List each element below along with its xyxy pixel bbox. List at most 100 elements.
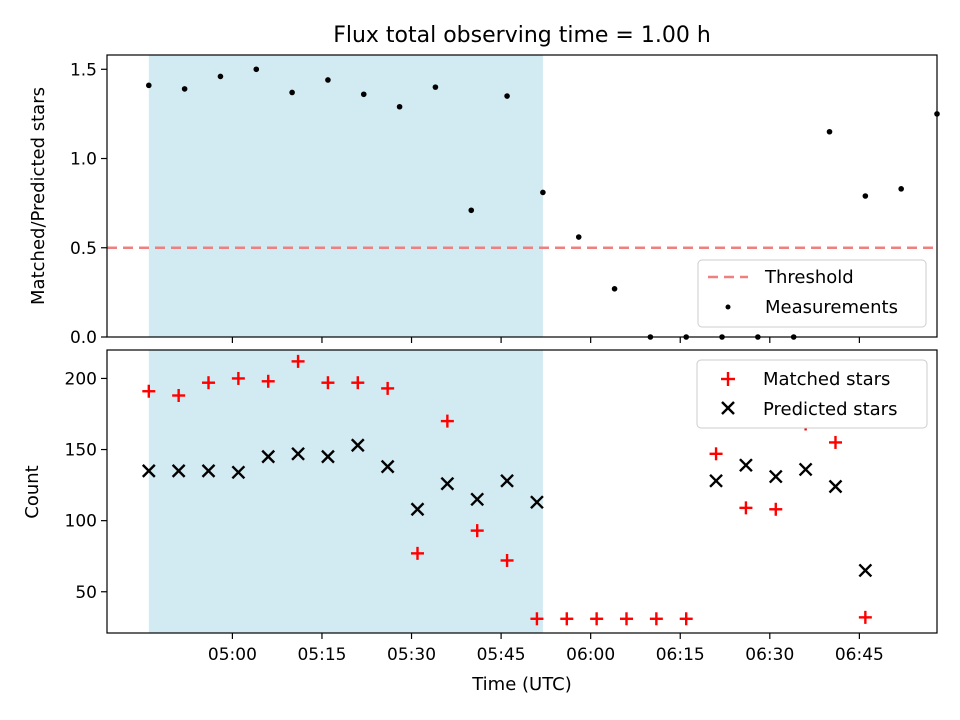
- matched-stars-point: [440, 414, 454, 428]
- predicted-stars-point: [231, 465, 246, 480]
- predicted-stars-point: [798, 462, 813, 477]
- predicted-stars-point: [440, 476, 455, 491]
- matched-stars-point: [142, 384, 156, 398]
- predicted-stars-point: [171, 464, 186, 478]
- top-legend-box: [697, 259, 927, 328]
- predicted-stars-point: [500, 473, 514, 488]
- predicted-stars-point: [530, 495, 544, 510]
- predicted-stars-point: [350, 438, 365, 453]
- top-y-axis: 0.0 0.5 1.0 1.5: [70, 60, 107, 348]
- measurement-point: [325, 77, 331, 83]
- legend-matched-label: Matched stars: [763, 369, 890, 390]
- bottom-shaded-interval: [148, 350, 543, 633]
- matched-stars-point: [679, 612, 693, 626]
- matched-stars-point: [351, 376, 365, 390]
- measurement-point: [540, 189, 546, 196]
- measurement-point: [898, 186, 904, 192]
- top-y-axis-label: Matched/Predicted stars: [28, 87, 49, 305]
- legend-predicted-label: Predicted stars: [763, 399, 897, 420]
- matched-stars-point: [828, 435, 842, 449]
- measurement-points: [145, 66, 940, 340]
- bottom-y-tick-label: 100: [65, 512, 97, 532]
- top-y-tick-label: 0.0: [70, 328, 97, 348]
- x-tick-label: 06:30: [745, 645, 794, 665]
- matched-stars-point: [739, 501, 753, 515]
- measurement-point: [468, 207, 475, 214]
- bottom-legend-box: [696, 359, 928, 429]
- bottom-legend: Matched stars Predicted stars: [696, 359, 928, 429]
- measurement-point: [862, 193, 869, 199]
- measurement-point: [504, 93, 510, 99]
- matched-stars-point: [291, 354, 305, 368]
- x-tick-label: 06:15: [656, 645, 705, 665]
- legend-measurement-swatch: [725, 304, 731, 310]
- bottom-y-tick-label: 50: [75, 583, 97, 603]
- matched-stars-point: [202, 376, 216, 390]
- matched-stars-point: [560, 612, 574, 626]
- legend-predicted-swatch: [721, 401, 735, 415]
- predicted-stars-point: [261, 449, 276, 464]
- top-axes-frame: [106, 54, 938, 338]
- measurement-point: [289, 89, 295, 96]
- matched-stars-point: [261, 374, 275, 388]
- measurement-point: [611, 286, 618, 292]
- legend-threshold-label: Threshold: [764, 267, 854, 288]
- matched-stars-point: [590, 612, 604, 626]
- x-axis-label: Time (UTC): [471, 674, 572, 695]
- x-tick-label: 06:45: [835, 645, 884, 665]
- matched-stars-point: [649, 612, 663, 626]
- predicted-stars-point: [321, 449, 335, 464]
- top-y-tick-label: 1.5: [70, 60, 97, 80]
- measurement-point: [145, 82, 152, 89]
- matched-stars-point: [500, 553, 514, 567]
- measurement-point: [575, 234, 582, 240]
- bottom-y-tick-label: 200: [65, 369, 97, 389]
- predicted-stars-point: [739, 458, 753, 473]
- bottom-y-axis-label: Count: [22, 465, 43, 518]
- top-y-tick-label: 0.5: [70, 239, 97, 259]
- predicted-stars-point: [768, 469, 783, 484]
- measurement-point: [360, 91, 367, 98]
- x-tick-label: 05:45: [477, 645, 526, 665]
- matched-stars-point: [530, 612, 544, 626]
- predicted-stars-point: [858, 563, 873, 578]
- chart-title: Flux total observing time = 1.00 h: [333, 23, 711, 48]
- top-legend: Threshold Measurements: [697, 259, 927, 328]
- measurement-point: [826, 128, 833, 135]
- matched-stars-point: [858, 610, 872, 624]
- predicted-stars-point: [291, 446, 305, 461]
- bottom-axes-frame: [106, 349, 938, 634]
- predicted-stars-point: [470, 492, 485, 507]
- x-tick-label: 06:00: [566, 645, 615, 665]
- measurement-point: [396, 103, 403, 110]
- matched-stars-point: [172, 389, 186, 403]
- predicted-stars-point: [828, 479, 843, 494]
- bottom-x-axis: 05:00 05:15 05:30 05:45 06:00 06:15 06:30 06:45: [208, 633, 884, 665]
- matched-stars-point: [321, 376, 335, 390]
- matched-stars-point: [231, 371, 245, 385]
- measurement-point: [217, 73, 224, 80]
- measurement-point: [432, 84, 439, 90]
- predicted-stars-point: [380, 459, 395, 474]
- x-tick-label: 05:30: [387, 645, 436, 665]
- matched-stars-point: [411, 546, 425, 560]
- top-y-tick-label: 1.0: [70, 150, 97, 170]
- matched-stars-point: [619, 612, 633, 626]
- legend-measurements-label: Measurements: [765, 297, 898, 318]
- x-tick-label: 05:00: [208, 645, 257, 665]
- bottom-y-tick-label: 150: [65, 441, 97, 461]
- predicted-stars-point: [709, 473, 723, 488]
- legend-matched-swatch: [721, 372, 735, 386]
- top-panel: 0.0 0.5 1.0 1.5 Matched/Predicted stars Thr…: [28, 54, 940, 348]
- matched-stars-point: [709, 447, 723, 461]
- top-shaded-interval: [148, 55, 543, 337]
- x-tick-label: 05:15: [297, 645, 346, 665]
- matched-stars-point: [769, 502, 783, 516]
- matched-stars-point: [381, 381, 395, 395]
- measurement-point: [253, 66, 260, 73]
- measurement-point: [181, 86, 188, 92]
- predicted-stars-point: [410, 502, 425, 517]
- bottom-y-axis: 50 100 150 200: [65, 369, 107, 603]
- top-x-ticks: [231, 337, 860, 343]
